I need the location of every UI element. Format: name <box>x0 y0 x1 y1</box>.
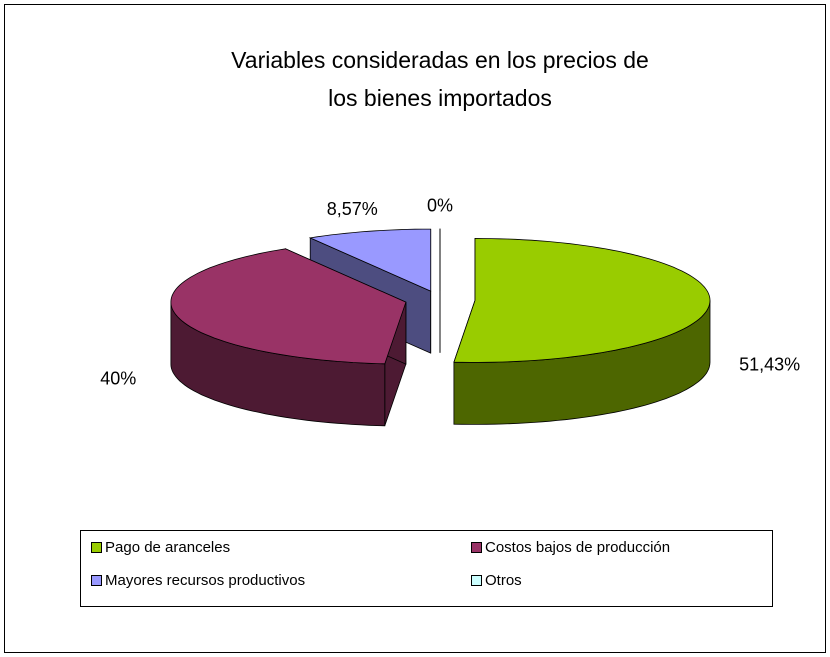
legend-label: Mayores recursos productivos <box>105 572 305 589</box>
slice <box>170 248 407 365</box>
data-label: 0% <box>427 196 453 216</box>
legend-swatch <box>471 542 482 553</box>
data-label: 40% <box>100 368 136 388</box>
legend-box <box>80 530 773 607</box>
data-label: 8,57% <box>327 199 378 219</box>
legend-label: Otros <box>485 572 522 589</box>
legend-swatch <box>91 542 102 553</box>
chart-title: los bienes importados <box>328 85 552 111</box>
legend-label: Costos bajos de producción <box>485 539 670 556</box>
legend-swatch <box>91 575 102 586</box>
chart-title: Variables consideradas en los precios de <box>231 47 649 73</box>
slice <box>453 237 711 363</box>
slice <box>308 228 432 292</box>
legend-label: Pago de aranceles <box>105 539 230 556</box>
data-label: 51,43% <box>739 354 800 374</box>
legend-swatch <box>471 575 482 586</box>
